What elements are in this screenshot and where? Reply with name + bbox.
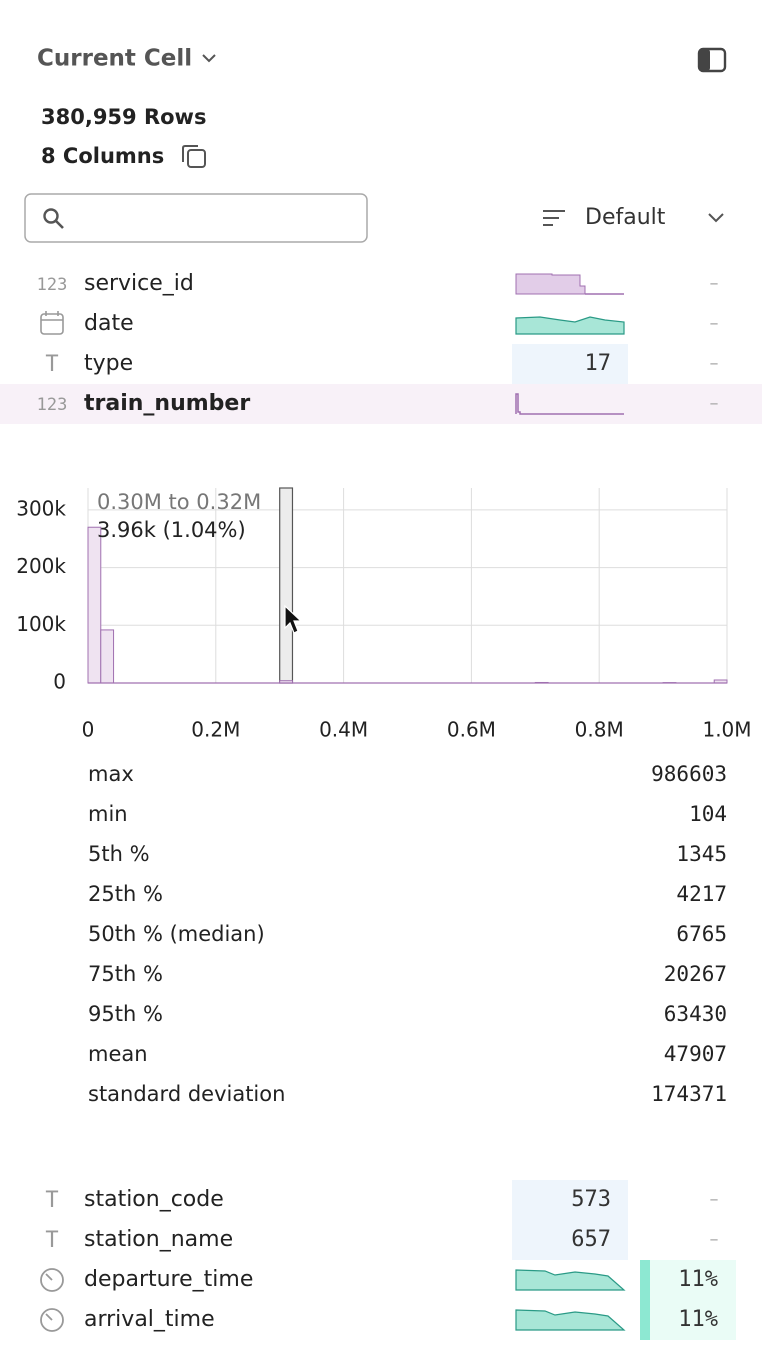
hover-band (279, 487, 294, 684)
search-icon-handle (55, 220, 64, 229)
sparkline (515, 316, 625, 335)
sidebar-toggle-fill (699, 49, 710, 71)
missing-indicator: – (710, 273, 719, 294)
stat-label: 75th % (88, 962, 163, 986)
missing-indicator: – (710, 1189, 719, 1210)
y-tick-label: 0 (53, 670, 66, 694)
null-bar (640, 1300, 650, 1340)
x-tick-label: 1.0M (702, 718, 751, 742)
stat-label: 5th % (88, 842, 150, 866)
search-box[interactable] (24, 193, 368, 243)
missing-indicator: – (710, 393, 719, 414)
distinct-count: 657 (571, 1227, 611, 1252)
time-icon-hand (45, 1273, 53, 1281)
stat-label: 95th % (88, 1002, 163, 1026)
x-tick-label: 0.8M (575, 718, 624, 742)
type-icon: 123 (37, 395, 68, 415)
sparkline (515, 273, 586, 295)
copy-icon[interactable] (187, 149, 206, 168)
column-name[interactable]: arrival_time (84, 1307, 215, 1332)
y-tick-label: 200k (16, 554, 66, 578)
x-tick-label: 0.6M (447, 718, 496, 742)
tooltip-range: 0.30M to 0.32M (97, 490, 261, 514)
y-tick-label: 100k (16, 612, 66, 636)
type-icon: T (45, 352, 58, 377)
missing-indicator: – (710, 1229, 719, 1250)
column-name[interactable]: station_name (84, 1227, 233, 1252)
sparkline (515, 1269, 626, 1291)
missing-indicator: – (710, 313, 719, 334)
null-percent: 11% (678, 1267, 718, 1292)
sparkline (515, 393, 624, 415)
row-highlight (0, 384, 762, 424)
x-tick-label: 0.4M (319, 718, 368, 742)
stat-label: standard deviation (88, 1082, 285, 1106)
stat-label: mean (88, 1042, 148, 1066)
column-name[interactable]: departure_time (84, 1267, 253, 1292)
panel-title[interactable]: Current Cell (37, 46, 192, 72)
distinct-count: 17 (585, 351, 612, 376)
stat-value: 63430 (664, 1002, 727, 1026)
histogram-bar (87, 526, 102, 684)
stat-value: 20267 (664, 962, 727, 986)
date-icon (40, 313, 64, 335)
column-name[interactable]: date (84, 311, 134, 336)
time-icon-hand (45, 1313, 53, 1321)
tooltip-count: 3.96k (1.04%) (97, 518, 246, 542)
date-icon-top (41, 311, 63, 321)
column-name[interactable]: type (84, 351, 133, 376)
copy-icon-back (182, 145, 198, 162)
stat-label: 50th % (median) (88, 922, 265, 946)
time-icon (40, 1268, 64, 1292)
count-box (512, 344, 628, 384)
column-count: 8 Columns (41, 144, 164, 168)
distinct-count: 573 (571, 1187, 611, 1212)
column-name[interactable]: station_code (84, 1187, 224, 1212)
sparkline (515, 1309, 626, 1331)
column-name[interactable]: service_id (84, 271, 194, 296)
type-icon: T (45, 1228, 58, 1253)
null-bar (640, 1260, 650, 1300)
null-box (640, 1300, 736, 1340)
type-icon: T (45, 1188, 58, 1213)
histogram-bar (100, 629, 115, 684)
stat-value: 986603 (651, 762, 727, 786)
sort-label[interactable]: Default (585, 205, 666, 230)
stat-value: 4217 (676, 882, 727, 906)
y-tick-label: 300k (16, 496, 66, 520)
search-icon (43, 208, 59, 224)
x-tick-label: 0 (82, 718, 95, 742)
row-count: 380,959 Rows (41, 105, 206, 129)
stat-label: 25th % (88, 882, 163, 906)
stat-label: min (88, 802, 128, 826)
missing-indicator: – (710, 353, 719, 374)
stat-value: 6765 (676, 922, 727, 946)
time-icon (40, 1308, 64, 1332)
count-box (512, 1180, 628, 1220)
null-box (640, 1260, 736, 1300)
stat-value: 1345 (676, 842, 727, 866)
stat-value: 174371 (651, 1082, 727, 1106)
sort-icon[interactable] (543, 210, 565, 226)
stat-value: 47907 (664, 1042, 727, 1066)
title-chevron[interactable] (202, 54, 216, 63)
stat-value: 104 (689, 802, 727, 826)
column-name[interactable]: train_number (84, 391, 250, 416)
x-tick-label: 0.2M (191, 718, 240, 742)
mouse-cursor (284, 604, 303, 634)
null-percent: 11% (678, 1307, 718, 1332)
type-icon: 123 (37, 275, 68, 295)
stat-label: max (88, 762, 134, 786)
sort-chevron[interactable] (708, 213, 724, 223)
count-box (512, 1220, 628, 1260)
